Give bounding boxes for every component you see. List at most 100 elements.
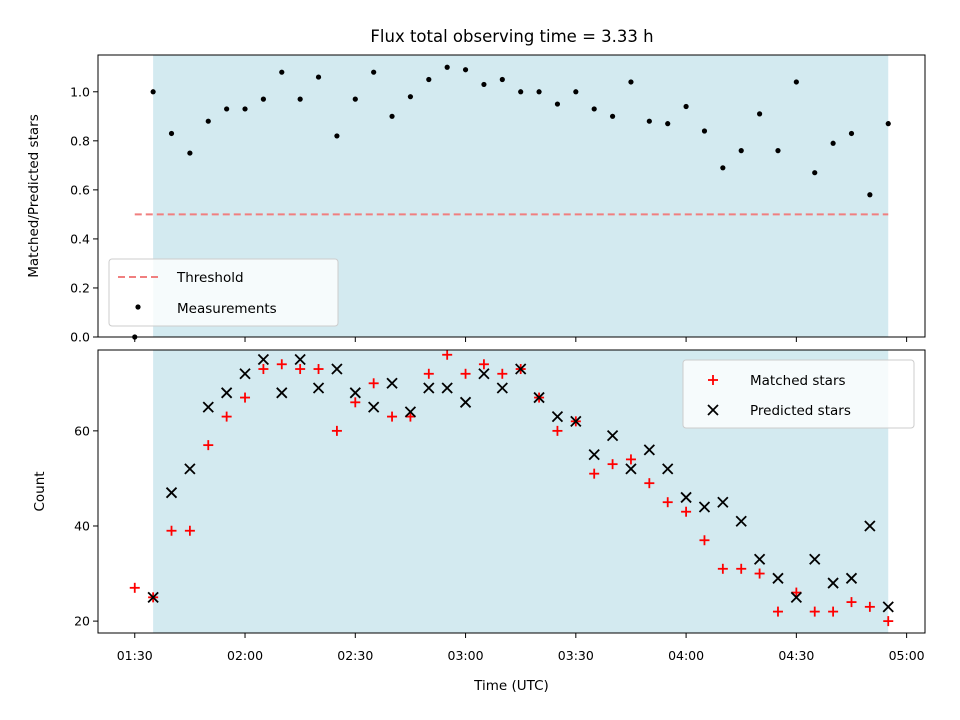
x-tick-label: 04:30 <box>778 648 814 663</box>
count-marks <box>129 349 894 627</box>
predicted-star-point <box>349 387 361 399</box>
ratio-x-ticks <box>134 337 908 342</box>
measurements-legend-swatch <box>135 304 141 310</box>
predicted-star-point <box>533 391 545 404</box>
predicted-star-point <box>441 382 453 394</box>
measurement-point <box>848 130 855 137</box>
measurement-point <box>426 76 432 83</box>
matched-star-point <box>423 368 434 379</box>
matched-star-point <box>736 563 747 574</box>
predicted-star-point <box>257 353 270 366</box>
predicted-star-point <box>459 396 472 408</box>
matched-star-point <box>791 587 802 598</box>
predicted-star-point <box>404 406 417 418</box>
predicted-star-point <box>698 501 711 513</box>
matched-star-point <box>313 364 324 375</box>
matched-star-point <box>203 440 214 451</box>
matched-legend-label: Matched stars <box>750 373 846 389</box>
measurement-point <box>462 67 469 73</box>
matched-star-point <box>754 568 765 579</box>
measurement-point <box>224 106 230 112</box>
count-x-ticks: 01:30 02:00 02:30 03:00 03:30 04:00 04:30 05:00 <box>117 633 925 663</box>
predicted-star-point <box>790 591 802 603</box>
matched-star-point <box>276 359 287 370</box>
measurement-point <box>187 150 193 156</box>
predicted-star-point <box>386 377 398 389</box>
matched-star-point <box>129 582 140 593</box>
matched-star-point <box>552 425 563 436</box>
matched-star-point <box>662 497 673 508</box>
matched-legend-marker <box>708 375 718 385</box>
matched-star-point <box>166 525 177 536</box>
predicted-star-point <box>551 410 564 423</box>
x-tick-label: 03:30 <box>558 648 594 663</box>
predicted-star-point <box>496 382 508 394</box>
x-tick-label: 02:30 <box>337 648 373 663</box>
measurement-point <box>371 69 377 75</box>
matched-star-point <box>625 454 636 465</box>
measurements-legend-label: Measurements <box>177 301 277 317</box>
matched-star-point <box>240 392 251 403</box>
measurement-point <box>334 133 340 139</box>
predicted-star-point <box>239 368 251 380</box>
predicted-star-point <box>772 572 784 584</box>
count-legend: Matched stars Predicted stars <box>682 359 915 429</box>
ratio-y-ticks: 0.0 0.2 0.4 0.6 0.8 1.0 <box>70 84 98 345</box>
predicted-legend-swatch <box>707 404 719 416</box>
measurement-point <box>536 89 542 95</box>
predicted-star-point <box>165 487 178 499</box>
ratio-y-axis-label: Matched/Predicted stars <box>26 114 42 277</box>
x-tick-label: 05:00 <box>889 648 925 663</box>
chart-title: Flux total observing time = 3.33 h <box>370 27 653 46</box>
matched-star-point <box>607 459 618 470</box>
matched-star-point <box>387 411 398 422</box>
ratio-plot-frame <box>97 54 926 338</box>
x-tick-label: 04:00 <box>668 648 704 663</box>
matched-star-point <box>350 397 361 408</box>
predicted-star-point <box>588 449 600 461</box>
predicted-star-point <box>368 401 380 413</box>
ratio-marks <box>132 64 891 340</box>
predicted-star-point <box>717 496 729 508</box>
y-tick-label: 20 <box>74 614 90 629</box>
measurement-point <box>830 140 836 146</box>
y-tick-label: 0.8 <box>70 133 90 148</box>
predicted-star-point <box>276 387 288 399</box>
y-tick-label: 40 <box>74 518 90 533</box>
measurement-point <box>609 113 616 119</box>
matched-star-point <box>184 525 195 536</box>
predicted-star-point <box>221 387 233 399</box>
y-tick-label: 0.4 <box>70 231 90 246</box>
predicted-star-point <box>606 429 619 442</box>
measurement-point <box>554 101 561 107</box>
x-tick-label: 02:00 <box>227 648 263 663</box>
y-tick-label: 0.0 <box>70 330 90 345</box>
measurement-point <box>665 121 671 127</box>
measurement-point <box>297 96 303 102</box>
matched-legend-swatch <box>708 375 718 385</box>
predicted-star-point <box>882 601 894 613</box>
measurement-point <box>518 89 524 95</box>
matched-star-point <box>221 411 232 422</box>
count-y-ticks: 20 40 60 <box>74 423 98 629</box>
measurement-point <box>757 111 763 117</box>
count-panel: 20 40 60 01:30 02:00 02:30 03:00 03:30 04:00 04:… <box>32 349 926 694</box>
measurement-point <box>720 165 726 171</box>
matched-star-point <box>864 601 875 612</box>
matched-star-point <box>478 359 489 370</box>
x-tick-label: 01:30 <box>117 648 153 663</box>
measurement-point <box>885 121 891 127</box>
predicted-legend-label: Predicted stars <box>750 403 851 419</box>
predicted-star-point <box>147 591 159 603</box>
predicted-star-point <box>864 520 876 532</box>
count-y-axis-label: Count <box>32 471 48 511</box>
count-plot-frame <box>97 349 926 634</box>
measurement-point <box>573 89 579 95</box>
predicted-star-point <box>478 368 490 380</box>
measurement-point <box>646 118 652 124</box>
matched-star-point <box>258 364 269 375</box>
x-tick-label: 03:00 <box>448 648 484 663</box>
measurement-point <box>793 79 799 85</box>
ratio-panel: 0.0 0.2 0.4 0.6 0.8 1.0 Matched/Predicted sta… <box>26 54 926 345</box>
